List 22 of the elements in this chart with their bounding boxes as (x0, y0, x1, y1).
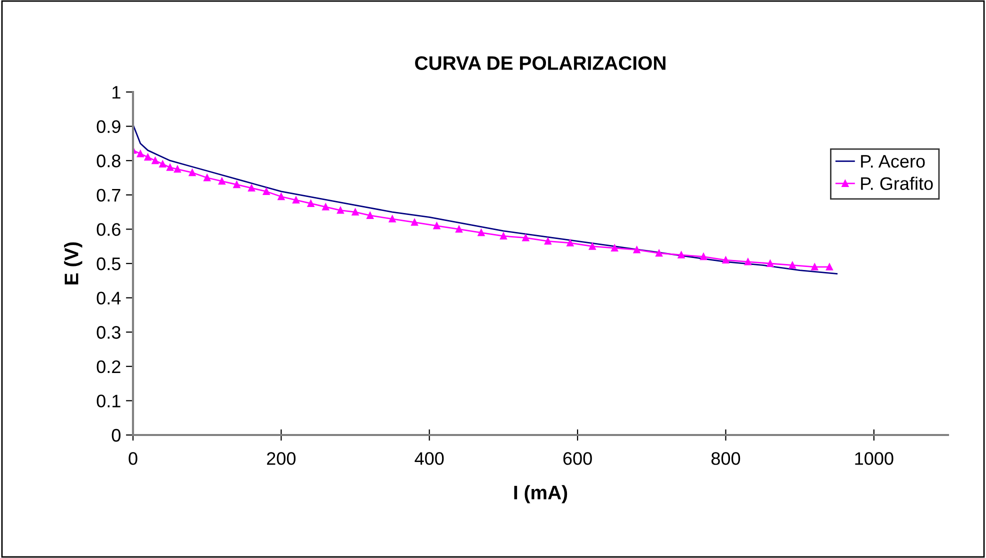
y-tick-label: 0.7 (96, 188, 120, 202)
x-axis-title: I (mA) (514, 485, 568, 504)
legend-label: P. Grafito (861, 176, 933, 190)
y-tick-label: 0.3 (96, 326, 120, 339)
y-tick-label: 0.2 (96, 360, 120, 374)
y-tick-label: 0.1 (96, 394, 120, 408)
y-tick-label: 0.4 (96, 292, 121, 305)
x-tick-label: 400 (414, 452, 444, 465)
x-tick-label: 600 (563, 452, 592, 465)
y-tick-label: 1 (112, 86, 120, 99)
x-tick-label: 0 (128, 452, 138, 465)
x-tick-label: 1000 (855, 452, 894, 465)
y-axis-title: E (V) (64, 242, 82, 284)
y-tick-label: 0 (112, 428, 120, 442)
x-tick-label: 800 (711, 452, 740, 465)
y-tick-label: 0.9 (96, 120, 120, 134)
x-tick-label: 200 (267, 452, 296, 465)
y-tick-label: 0.5 (96, 257, 120, 270)
y-tick-label: 0.8 (96, 154, 120, 168)
chart-title: CURVA DE POLARIZACION (415, 56, 666, 70)
y-tick-label: 0.6 (96, 223, 120, 236)
legend-label: P. Acero (861, 155, 925, 168)
